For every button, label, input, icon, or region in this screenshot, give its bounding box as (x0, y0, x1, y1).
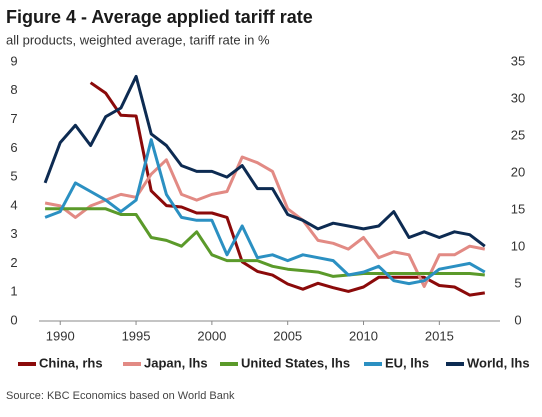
series-line (43, 74, 486, 248)
y-tick-label: 5 (10, 169, 17, 184)
x-tick-label: 1990 (46, 328, 75, 343)
y-tick-label: 3 (10, 226, 17, 241)
x-tick-label: 2015 (425, 328, 454, 343)
chart-subtitle: all products, weighted average, tariff r… (6, 32, 270, 47)
legend-label: World, lhs (467, 355, 530, 370)
y-tick-label: 6 (10, 140, 17, 155)
y-tick-label: 7 (10, 111, 17, 126)
x-tick-label: 1995 (122, 328, 151, 343)
legend-label: China, rhs (39, 355, 103, 370)
y2-tick-label: 5 (514, 275, 521, 290)
chart-title: Figure 4 - Average applied tariff rate (6, 7, 313, 27)
x-tick-label: 2000 (197, 328, 226, 343)
y-tick-label: 8 (10, 82, 17, 97)
series-line (45, 207, 485, 278)
y-tick-label: 9 (10, 53, 17, 68)
y2-tick-label: 30 (511, 90, 525, 105)
y2-tick-label: 10 (511, 238, 525, 253)
source: Source: KBC Economics based on World Ban… (6, 390, 235, 402)
legend-label: EU, lhs (385, 355, 429, 370)
series-line (89, 81, 486, 297)
y-tick-label: 4 (10, 197, 17, 212)
legend-label: Japan, lhs (144, 355, 208, 370)
x-tick-label: 2005 (273, 328, 302, 343)
y-tick-label: 2 (10, 255, 17, 270)
legend-label: United States, lhs (241, 355, 350, 370)
series-line (44, 138, 486, 286)
y-tick-label: 1 (10, 284, 17, 299)
x-tick-label: 2010 (349, 328, 378, 343)
y-tick-label: 0 (10, 312, 17, 327)
y2-tick-label: 35 (511, 53, 525, 68)
y2-tick-label: 25 (511, 127, 525, 142)
y2-tick-label: 20 (511, 164, 525, 179)
series-line (44, 155, 486, 288)
y2-tick-label: 15 (511, 201, 525, 216)
y2-tick-label: 0 (514, 312, 521, 327)
